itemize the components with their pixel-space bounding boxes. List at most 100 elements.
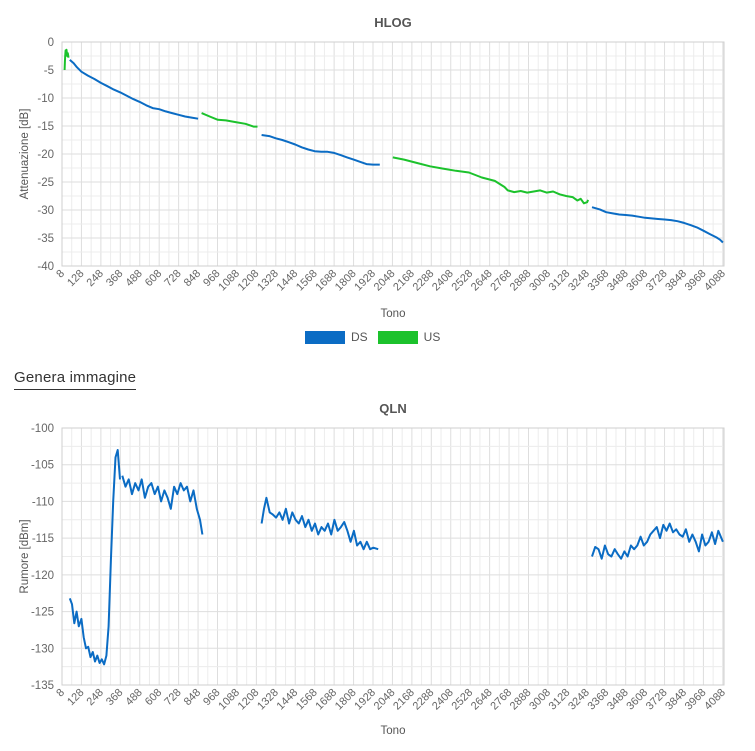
hlog-series-ds-line <box>591 206 724 244</box>
hlog-x-tick-label: 1328 <box>255 268 281 294</box>
qln-y-tick-label: -120 <box>31 570 54 582</box>
qln-y-tick-label: -115 <box>32 533 54 545</box>
hlog-series-us-line <box>392 156 590 205</box>
qln-x-tick-label: 3368 <box>586 687 612 713</box>
qln-x-tick-label: 728 <box>162 687 183 708</box>
hlog-x-tick-label: 4088 <box>702 268 728 294</box>
hlog-series-us-line <box>63 48 70 71</box>
hlog-x-tick-label: 1688 <box>313 268 339 294</box>
qln-y-tick-label: -100 <box>31 423 54 435</box>
hlog-x-tick-label: 2288 <box>411 268 437 294</box>
hlog-x-tick-label: 1208 <box>236 268 262 294</box>
hlog-x-tick-label: 2528 <box>450 268 476 294</box>
hlog-x-tick-label: 3608 <box>624 268 650 294</box>
hlog-x-tick-label: 488 <box>123 268 144 289</box>
qln-x-tick-label: 1928 <box>352 687 378 713</box>
hlog-legend: DS US <box>305 330 450 344</box>
qln-plot-frame <box>61 427 725 686</box>
qln-x-tick-label: 3008 <box>527 687 553 713</box>
hlog-x-tick-label: 3128 <box>547 268 573 294</box>
qln-x-tick-label: 848 <box>182 687 203 708</box>
qln-x-tick-label: 128 <box>65 687 86 708</box>
hlog-x-tick-label: 1568 <box>294 268 320 294</box>
qln-x-axis-label: Tono <box>381 725 406 737</box>
hlog-series-ds-line <box>69 59 199 120</box>
qln-x-tick-label: 1568 <box>294 687 320 713</box>
hlog-y-axis-label: Attenuazione [dB] <box>19 109 31 200</box>
hlog-y-tick-label: -35 <box>37 233 54 245</box>
qln-x-tick-label: 248 <box>85 687 106 708</box>
hlog-series-ds-line <box>261 134 380 166</box>
hlog-x-tick-label: 3008 <box>527 268 553 294</box>
qln-title: QLN <box>379 401 406 416</box>
hlog-x-tick-label: 1928 <box>352 268 378 294</box>
hlog-x-tick-label: 3848 <box>663 268 689 294</box>
legend-label-ds: DS <box>351 330 368 344</box>
qln-x-tick-label: 2408 <box>430 687 456 713</box>
qln-x-tick-label: 3608 <box>624 687 650 713</box>
legend-swatch-us <box>377 330 418 344</box>
hlog-x-tick-label: 2168 <box>391 268 417 294</box>
qln-x-tick-label: 4088 <box>702 687 728 713</box>
hlog-x-tick-label: 2048 <box>372 268 398 294</box>
qln-x-tick-label: 2648 <box>469 687 495 713</box>
hlog-y-tick-label: -25 <box>37 177 54 189</box>
qln-x-tick-label: 2768 <box>488 687 514 713</box>
hlog-x-tick-label: 608 <box>143 268 164 289</box>
hlog-plot-frame <box>61 41 725 267</box>
hlog-y-tick-label: -20 <box>37 149 54 161</box>
hlog-x-tick-label: 3728 <box>644 268 670 294</box>
hlog-x-tick-label: 2768 <box>488 268 514 294</box>
qln-y-tick-label: -135 <box>31 680 54 692</box>
qln-x-tick-label: 3728 <box>644 687 670 713</box>
hlog-series-us-line <box>201 112 258 128</box>
hlog-x-tick-label: 2888 <box>508 268 534 294</box>
qln-y-tick-label: -125 <box>31 607 54 619</box>
qln-x-tick-label: 3488 <box>605 687 631 713</box>
hlog-x-tick-label: 3968 <box>683 268 709 294</box>
qln-x-tick-label: 3968 <box>683 687 709 713</box>
hlog-x-tick-label: 1808 <box>333 268 359 294</box>
qln-series-series-line <box>260 496 379 551</box>
qln-x-tick-label: 2888 <box>508 687 534 713</box>
qln-x-tick-label: 1328 <box>255 687 281 713</box>
qln-x-tick-label: 2288 <box>411 687 437 713</box>
hlog-x-tick-label: 2648 <box>469 268 495 294</box>
hlog-title: HLOG <box>374 15 412 30</box>
qln-y-tick-label: -110 <box>32 496 54 508</box>
hlog-x-tick-label: 368 <box>104 268 125 289</box>
qln-x-tick-label: 3248 <box>566 687 592 713</box>
hlog-y-tick-label: -10 <box>37 93 54 105</box>
hlog-x-tick-label: 2408 <box>430 268 456 294</box>
qln-y-axis-label: Rumore [dBm] <box>19 519 31 593</box>
hlog-chart: HLOG812824836848860872884896810881208132… <box>19 15 728 320</box>
qln-x-tick-label: 368 <box>104 687 125 708</box>
legend-item-us[interactable]: US <box>377 330 440 344</box>
hlog-x-tick-label: 848 <box>182 268 203 289</box>
hlog-y-tick-label: 0 <box>48 37 54 49</box>
hlog-x-tick-label: 3368 <box>586 268 612 294</box>
section-title: Genera immagine <box>14 369 137 390</box>
hlog-x-tick-label: 1448 <box>275 268 301 294</box>
qln-x-tick-label: 2528 <box>450 687 476 713</box>
qln-x-tick-label: 1808 <box>333 687 359 713</box>
qln-series-series-line <box>121 475 204 535</box>
qln-y-tick-label: -130 <box>31 643 54 655</box>
hlog-x-tick-label: 1088 <box>216 268 242 294</box>
hlog-x-tick-label: 728 <box>162 268 183 289</box>
hlog-x-axis-label: Tono <box>381 308 406 320</box>
legend-swatch-ds <box>305 330 345 344</box>
qln-x-tick-label: 2048 <box>372 687 398 713</box>
hlog-y-tick-label: -40 <box>37 261 54 273</box>
qln-x-tick-label: 8 <box>54 687 67 700</box>
qln-x-tick-label: 3128 <box>547 687 573 713</box>
qln-y-tick-label: -105 <box>31 460 54 472</box>
legend-item-ds[interactable]: DS <box>305 330 368 344</box>
hlog-y-tick-label: -5 <box>44 65 54 77</box>
hlog-x-tick-label: 248 <box>85 268 106 289</box>
hlog-y-tick-label: -15 <box>37 121 54 133</box>
qln-series-series-line <box>68 449 121 666</box>
qln-x-tick-label: 608 <box>143 687 164 708</box>
hlog-x-tick-label: 128 <box>65 268 86 289</box>
qln-x-tick-label: 1208 <box>236 687 262 713</box>
